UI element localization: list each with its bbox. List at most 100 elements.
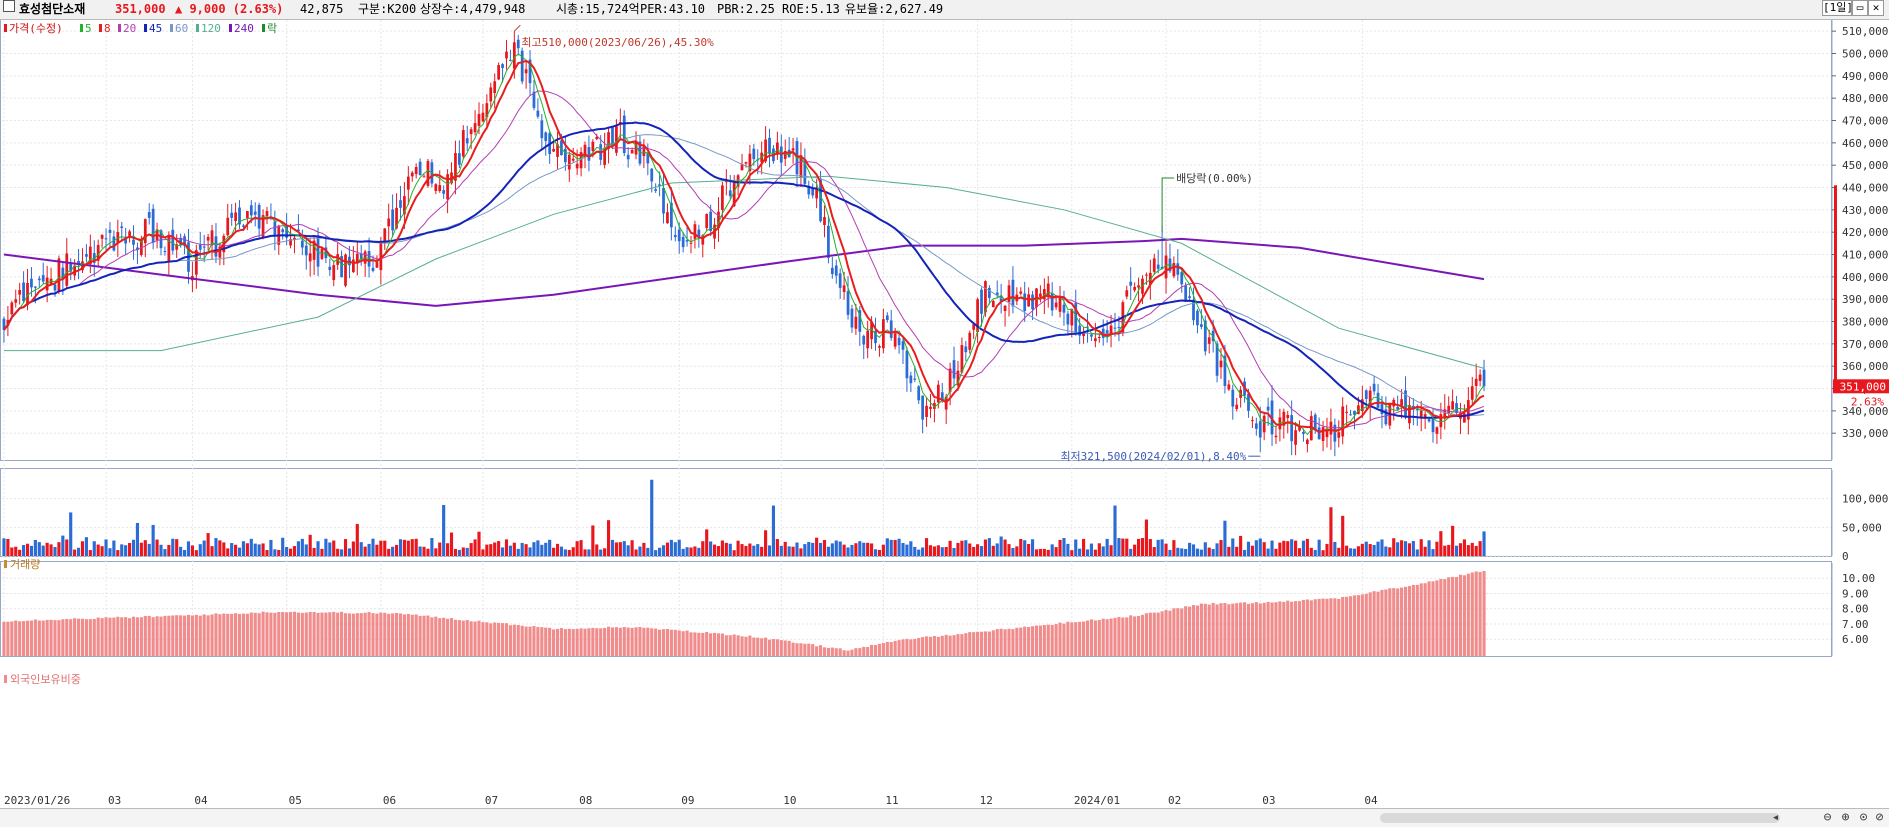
foreign-ratio-bar xyxy=(622,626,626,656)
foreign-ratio-bar xyxy=(190,615,194,656)
volume-bar xyxy=(842,544,846,556)
candle-body xyxy=(434,184,438,191)
foreign-ratio-bar xyxy=(909,639,913,656)
candle-body xyxy=(1309,416,1313,441)
volume-bar xyxy=(1392,538,1396,556)
volume-bar xyxy=(379,540,383,556)
foreign-ratio-bar xyxy=(398,613,403,656)
restore-button[interactable]: ▭ xyxy=(1852,0,1868,16)
volume-bar xyxy=(308,534,312,556)
scroll-thumb[interactable] xyxy=(1380,813,1780,823)
foreign-ratio-bar xyxy=(1274,602,1278,656)
volume-bar xyxy=(658,547,662,556)
volume-bar xyxy=(41,545,45,556)
candle-body xyxy=(179,237,183,245)
foreign-ratio-bar xyxy=(987,631,991,656)
candle-body xyxy=(540,120,544,139)
volume-bar xyxy=(799,548,803,556)
volume-bar xyxy=(422,546,426,556)
candle-body xyxy=(693,224,697,239)
candle-body xyxy=(265,211,269,216)
market-class: 구분:K200 xyxy=(358,2,417,16)
volume-bar xyxy=(665,542,670,556)
volume-bar xyxy=(186,541,191,556)
foreign-ratio-bar xyxy=(701,632,705,656)
zoom-out-icon[interactable]: ⊖ xyxy=(1823,810,1832,825)
zoom-fit-icon[interactable]: ⊙ xyxy=(1859,810,1868,825)
candle-body xyxy=(96,244,100,261)
volume-bar xyxy=(414,538,418,556)
candle-body xyxy=(1254,423,1258,429)
candle-body xyxy=(1082,332,1085,336)
volume-bar xyxy=(147,543,151,556)
volume-bar xyxy=(877,549,882,556)
candle-body xyxy=(1290,415,1294,442)
foreign-ratio-bar xyxy=(489,623,493,656)
foreign-ratio-bar xyxy=(57,620,61,656)
volume-bar xyxy=(1297,548,1302,556)
foreign-ratio-bar xyxy=(1054,624,1058,656)
horizontal-scrollbar[interactable]: ◂ ⊖ ⊕ ⊙ ⊘ xyxy=(0,808,1889,827)
foreign-ratio-bar xyxy=(893,640,897,656)
volume-bar xyxy=(25,543,30,556)
foreign-ratio-bar xyxy=(1042,625,1046,656)
foreign-ratio-bar xyxy=(1034,625,1039,656)
candle-body xyxy=(293,237,296,241)
foreign-ratio-bar xyxy=(760,638,764,656)
candle-body xyxy=(1325,430,1329,438)
last-price-tag xyxy=(1833,379,1889,394)
foreign-ratio-bar xyxy=(422,615,426,656)
foreign-ratio-bar xyxy=(516,625,520,656)
ma240-line xyxy=(3,237,1485,307)
foreign-ratio-bar xyxy=(850,649,854,656)
ma5-line xyxy=(3,53,1485,436)
volume-bar xyxy=(610,539,615,556)
foreign-ratio-bar xyxy=(1356,595,1360,656)
candle-body xyxy=(1353,410,1356,415)
zoom-in-icon[interactable]: ⊕ xyxy=(1841,810,1850,825)
foreign-ratio-bar xyxy=(1050,624,1054,656)
foreign-ratio-bar xyxy=(1105,619,1109,656)
volume-bar xyxy=(179,546,183,556)
candle-body xyxy=(214,236,218,257)
candle-body xyxy=(210,230,214,246)
volume-bar xyxy=(1329,507,1333,556)
volume-bar xyxy=(1439,531,1443,556)
scroll-left-icon[interactable]: ◂ xyxy=(1771,810,1780,825)
volume-bar xyxy=(638,546,642,556)
foreign-ratio-bar xyxy=(1019,627,1023,656)
candle-body xyxy=(571,158,575,161)
volume-bar xyxy=(351,541,355,556)
volume-bar xyxy=(398,539,403,556)
volume-bar xyxy=(155,539,159,556)
period-button[interactable]: [1일] xyxy=(1822,0,1853,16)
volume-bar xyxy=(316,541,320,556)
volume-bar xyxy=(473,539,477,556)
volume-bar xyxy=(363,546,367,556)
candle-body xyxy=(1282,411,1286,426)
candle-body xyxy=(532,91,536,108)
foreign-ratio-bar xyxy=(528,626,532,656)
candle-body xyxy=(1172,263,1176,277)
candle-body xyxy=(1042,289,1046,300)
candle-body xyxy=(1145,274,1148,276)
foreign-ratio-bar xyxy=(524,626,528,656)
volume-bar xyxy=(1058,539,1062,556)
foreign-ratio-bar xyxy=(1337,598,1341,656)
volume-bar xyxy=(135,522,140,556)
candle-body xyxy=(383,228,387,243)
candle-body xyxy=(100,234,104,239)
volume-bar xyxy=(430,538,434,556)
candle-body xyxy=(249,205,253,216)
zoom-reset-icon[interactable]: ⊘ xyxy=(1875,810,1884,825)
foreign-ratio-bar xyxy=(1396,588,1400,656)
foreign-ratio-bar xyxy=(61,619,65,656)
volume-bar xyxy=(736,540,740,556)
foreign-ratio-bar xyxy=(1058,622,1062,656)
foreign-ratio-bar xyxy=(1078,621,1082,656)
close-button[interactable]: ✕ xyxy=(1868,0,1884,16)
volume-bar xyxy=(995,543,999,556)
volume-bar xyxy=(654,550,658,556)
candle-body xyxy=(367,251,371,267)
